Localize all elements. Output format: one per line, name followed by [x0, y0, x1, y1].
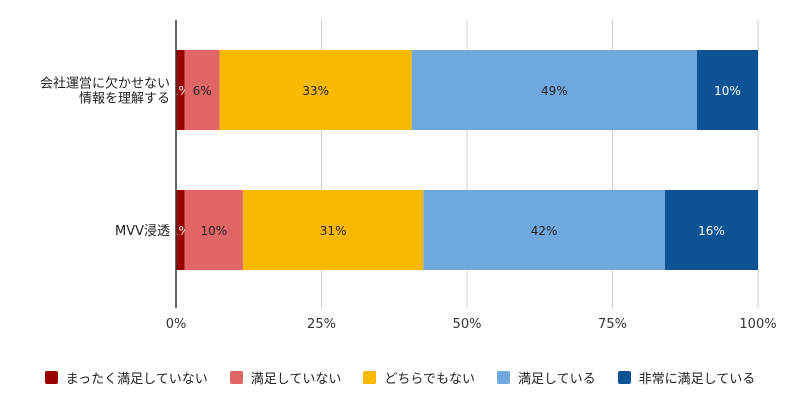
legend-swatch: [617, 370, 631, 384]
data-label: 42%: [531, 224, 558, 238]
legend-item: 満足していない: [229, 368, 342, 387]
bar-segment: [411, 50, 697, 130]
bar-segment: [242, 190, 424, 270]
data-label: 31%: [320, 224, 347, 238]
x-tick-label: 25%: [307, 317, 336, 332]
x-tick-label: 0%: [166, 317, 187, 332]
bar-segment: [696, 50, 758, 130]
legend-label: どちらでもない: [384, 371, 476, 387]
legend-swatch: [44, 370, 58, 384]
bar-segment: [184, 190, 243, 270]
category-label: 会社運営に欠かせない: [40, 76, 170, 92]
bar-segment: [184, 50, 220, 130]
x-tick-label: 75%: [598, 317, 627, 332]
legend-item: まったく満足していない: [44, 368, 208, 387]
stacked-bar-chart: 0% 25% 50% 75% 100%1% 6% 33% 49% 10%会社運営に欠かせない情報…: [40, 20, 777, 332]
data-label: 6%: [193, 84, 212, 98]
legend-label: 非常に満足している: [638, 371, 756, 387]
bar-segment: [219, 50, 412, 130]
data-label: 33%: [302, 84, 329, 98]
data-label: 16%: [698, 224, 725, 238]
chart-legend: まったく満足していない 満足していない どちらでもない 満足している 非常に満足している: [0, 366, 800, 388]
bar-segment: [423, 190, 665, 270]
legend-swatch: [229, 370, 243, 384]
data-label: 10%: [714, 84, 741, 98]
legend-swatch: [363, 370, 377, 384]
category-label: 情報を理解する: [79, 92, 170, 107]
legend-swatch: [497, 370, 511, 384]
x-tick-label: 100%: [739, 317, 776, 332]
data-label: 49%: [541, 84, 568, 98]
data-label: 10%: [200, 224, 227, 238]
legend-label: まったく満足していない: [65, 371, 208, 387]
x-tick-label: 50%: [453, 317, 482, 332]
category-label: MVV浸透: [115, 224, 170, 239]
legend-item: 非常に満足している: [617, 368, 756, 387]
legend-label: 満足していない: [250, 371, 342, 387]
bar-segment: [664, 190, 758, 270]
legend-item: 満足している: [497, 368, 596, 387]
legend-label: 満足している: [518, 371, 596, 387]
legend-item: どちらでもない: [363, 368, 475, 387]
bar-segment: [176, 50, 185, 130]
bar-segment: [176, 190, 185, 270]
